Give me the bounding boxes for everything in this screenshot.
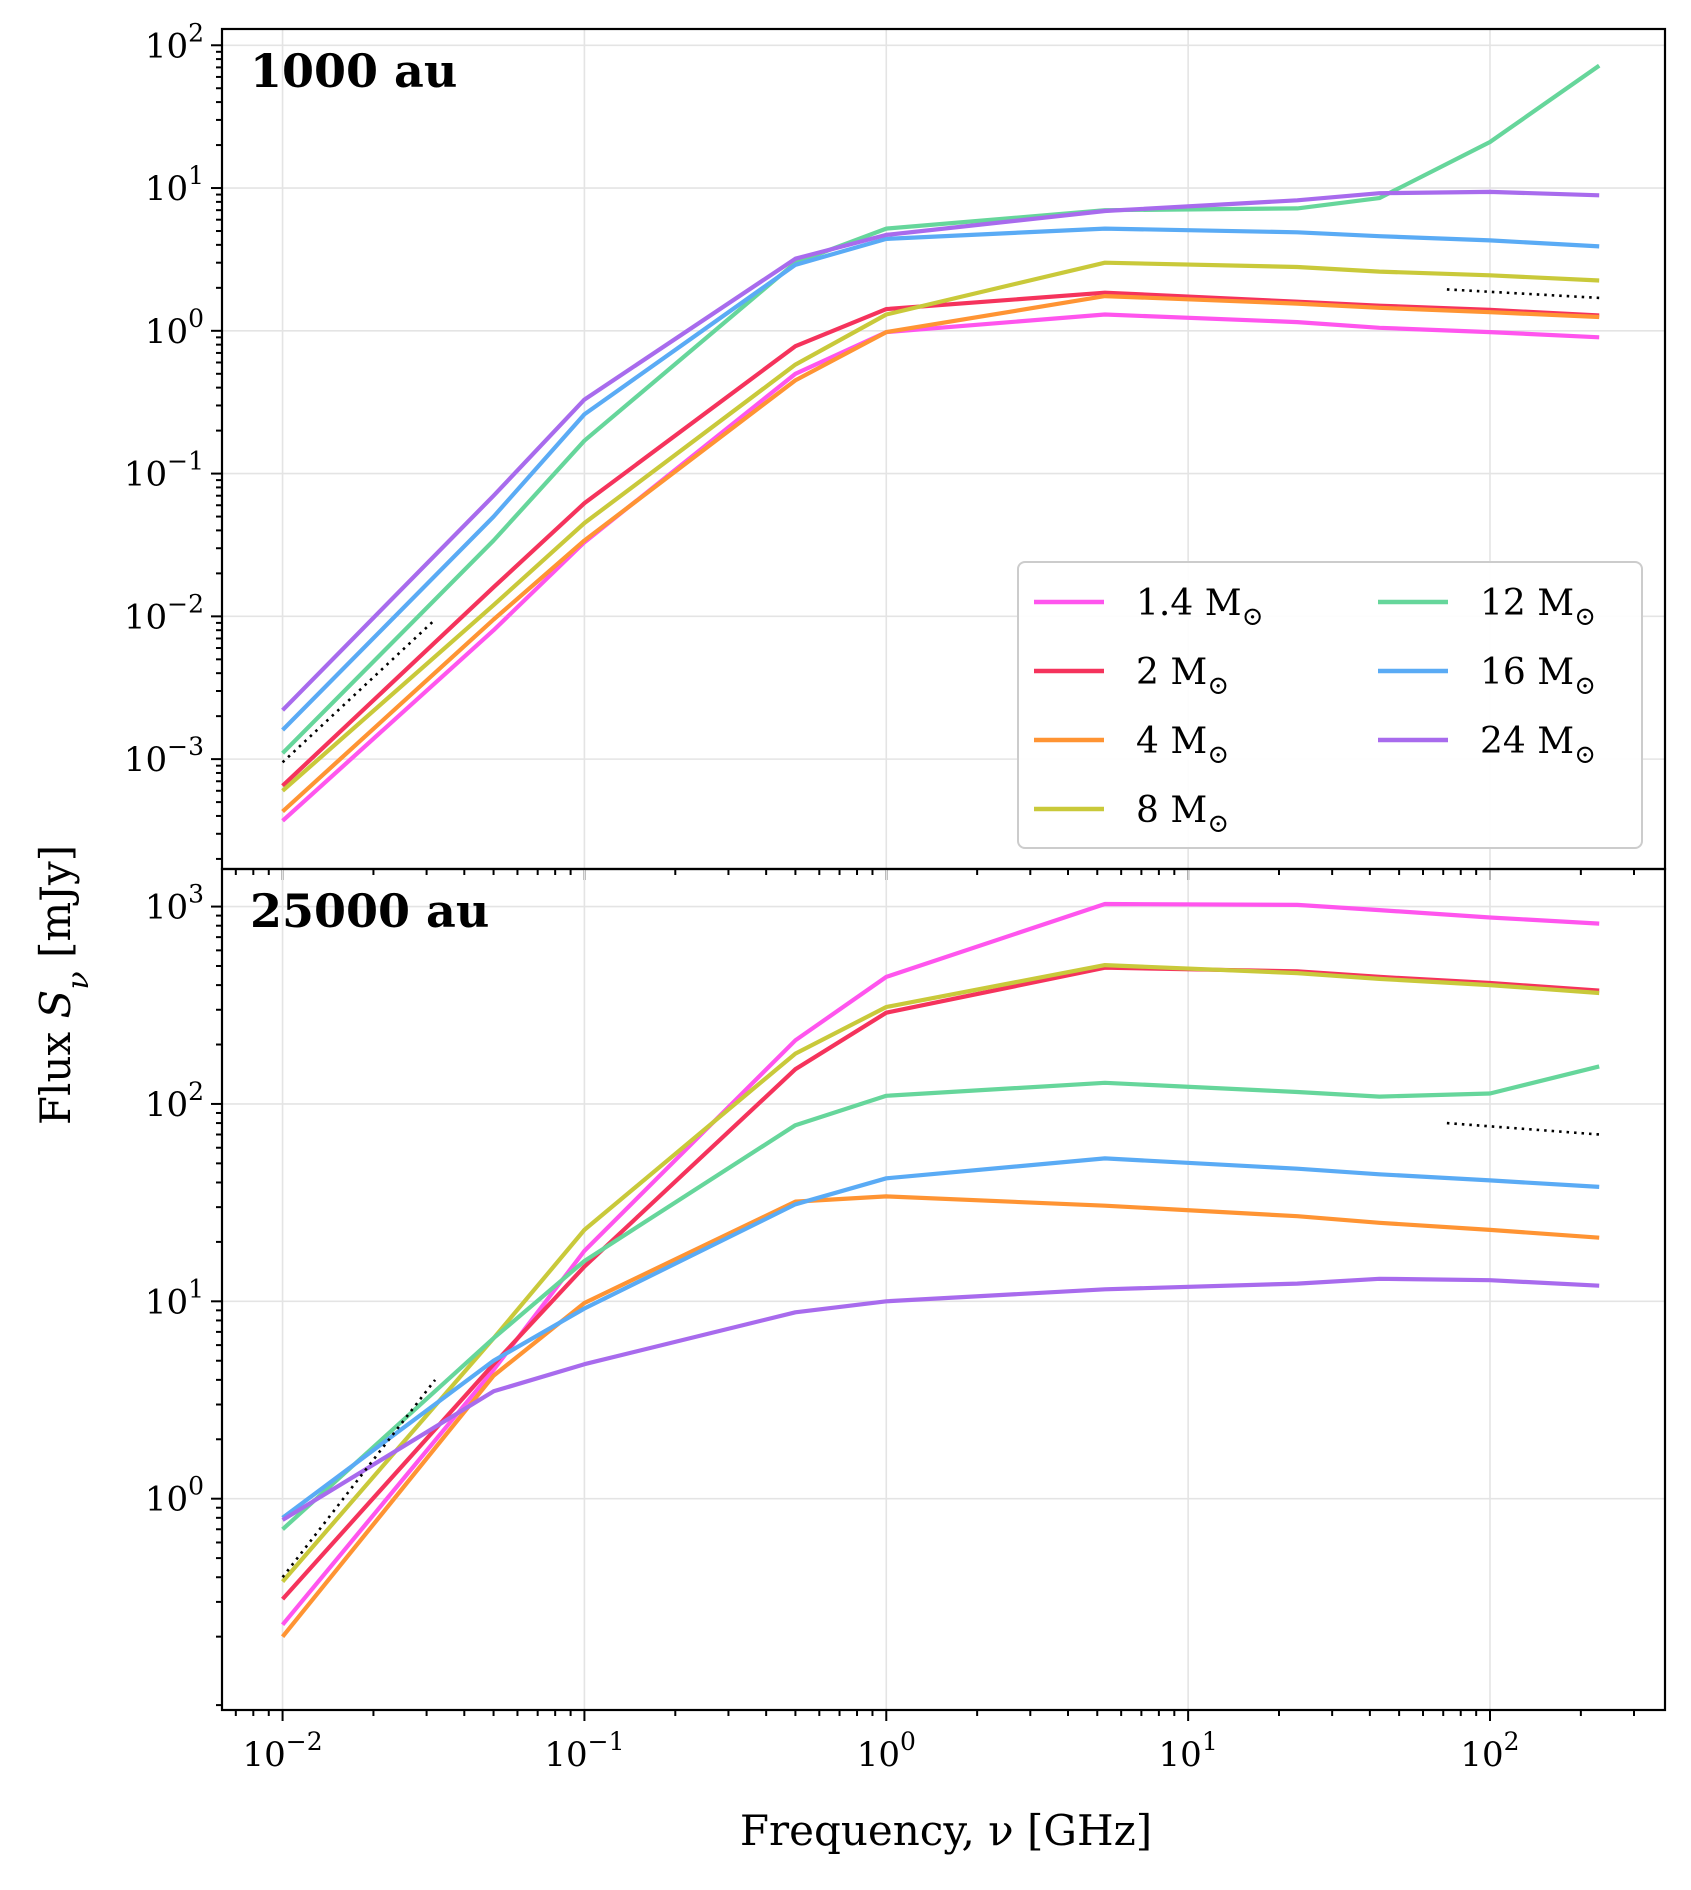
y-tick-label: 10−1: [124, 447, 204, 495]
y-tick-label: 102: [145, 1077, 204, 1125]
x-tick-label: 100: [857, 1727, 916, 1775]
y-tick-label: 101: [145, 161, 204, 209]
legend-label: 1.4 M⊙: [1136, 583, 1263, 632]
series-line-2: [281, 290, 1600, 788]
legend-entry: 16 M⊙: [1378, 652, 1596, 701]
legend-entry: 2 M⊙: [1034, 652, 1229, 701]
x-tick-label: 102: [1460, 1727, 1519, 1775]
panel-2: 100 101 102 103 10−2 10−1 100 101 102 25000 au: [145, 867, 1667, 1775]
x-tick-label: 10−1: [544, 1727, 624, 1775]
legend-label: 16 M⊙: [1480, 652, 1596, 701]
legend-box: [1017, 561, 1643, 849]
legend-entry: 24 M⊙: [1378, 721, 1596, 770]
legend-entry: 4 M⊙: [1034, 721, 1229, 770]
reference-line-2: [1446, 1121, 1600, 1136]
y-tick-label: 100: [145, 1472, 204, 1520]
series-line-3: [280, 1194, 1600, 1639]
legend-label: 24 M⊙: [1480, 721, 1596, 770]
y-axis-title: Flux Sν [mJy]: [31, 845, 96, 1125]
legend-entry: 12 M⊙: [1378, 583, 1596, 632]
series-line-7: [281, 189, 1600, 712]
panel-title: 1000 au: [250, 44, 457, 98]
ticks: [211, 905, 1636, 1721]
series-line-7: [281, 1276, 1600, 1522]
series-line-4: [281, 260, 1600, 793]
series-line-6: [281, 226, 1600, 732]
y-tick-label: 10−2: [124, 589, 204, 637]
x-tick-label: 10−2: [243, 1727, 323, 1775]
y-tick-label: 102: [145, 18, 204, 66]
axes-frame: [220, 867, 1667, 1712]
series-line-1: [280, 901, 1600, 1627]
legend: 1.4 M⊙ 2 M⊙ 4 M⊙ 8 M⊙ 12 M⊙ 16 M⊙ 24 M⊙: [1017, 561, 1643, 849]
legend-label: 4 M⊙: [1136, 721, 1229, 770]
series-line-2: [281, 965, 1600, 1601]
series-line-4: [281, 962, 1600, 1583]
panel-title: 25000 au: [250, 884, 489, 938]
panel-1: 10−3 10−2 10−1 100 101 102 1000 au 1.4 M⊙ 2 M⊙ 4 …: [124, 18, 1667, 880]
y-tick-label: 100: [145, 304, 204, 352]
x-axis-title: Frequency, ν [GHz]: [740, 1806, 1152, 1855]
legend-entry: 8 M⊙: [1034, 790, 1229, 839]
y-tick-label: 10−3: [124, 732, 204, 780]
legend-label: 2 M⊙: [1136, 652, 1229, 701]
series-line-6: [281, 1156, 1600, 1520]
legend-label: 8 M⊙: [1136, 790, 1229, 839]
y-tick-label: 103: [145, 880, 204, 928]
reference-line-2: [1446, 288, 1600, 300]
y-tick-label: 101: [145, 1274, 204, 1322]
series-line-1: [281, 312, 1600, 823]
reference-line-1: [281, 618, 436, 764]
x-tick-label: 101: [1159, 1727, 1218, 1775]
legend-label: 12 M⊙: [1480, 583, 1596, 632]
series-line-5: [281, 1064, 1600, 1531]
series-line-5: [281, 63, 1601, 755]
legend-entry: 1.4 M⊙: [1034, 583, 1263, 632]
series-line-3: [281, 294, 1600, 814]
grid: [222, 869, 1665, 1710]
